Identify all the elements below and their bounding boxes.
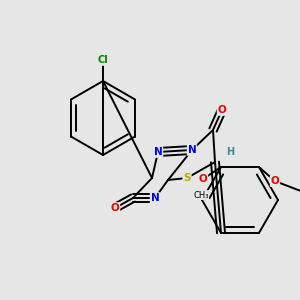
Text: Cl: Cl xyxy=(98,55,108,65)
Text: N: N xyxy=(188,145,196,155)
Text: O: O xyxy=(271,176,279,186)
Text: N: N xyxy=(151,193,159,203)
Text: O: O xyxy=(218,105,226,115)
Text: H: H xyxy=(226,147,234,157)
Text: O: O xyxy=(111,203,119,213)
Text: S: S xyxy=(183,173,191,183)
Text: O: O xyxy=(199,174,207,184)
Text: CH₃: CH₃ xyxy=(193,190,209,200)
Text: N: N xyxy=(154,147,162,157)
